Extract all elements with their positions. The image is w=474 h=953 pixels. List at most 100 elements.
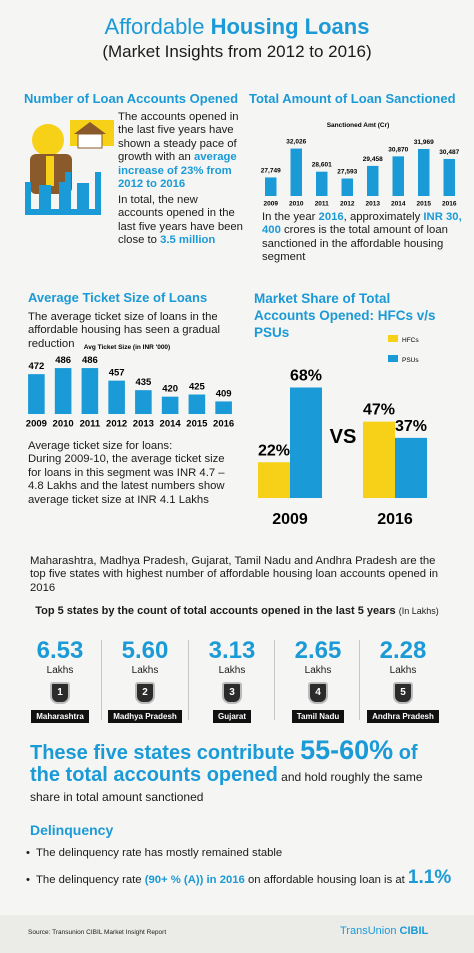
logo: TransUnion CIBIL bbox=[340, 925, 428, 937]
bar bbox=[290, 148, 302, 196]
paragraph: The accounts opened in the last five yea… bbox=[118, 111, 246, 191]
x-tick-label: 2010 bbox=[53, 419, 74, 430]
footer bbox=[0, 915, 474, 953]
bar bbox=[28, 374, 45, 414]
text-highlight: 55-60% bbox=[300, 735, 394, 765]
value-label: 425 bbox=[189, 382, 206, 393]
state-name: Gujarat bbox=[212, 710, 251, 723]
value-label: 30,487 bbox=[439, 149, 459, 156]
house-body bbox=[77, 133, 103, 149]
bar bbox=[363, 421, 395, 498]
x-tick-label: 2012 bbox=[340, 201, 355, 208]
text: crores is the total amount of loan sanct… bbox=[262, 224, 448, 264]
title-regular: Affordable bbox=[104, 14, 205, 39]
text-highlight: 1.1% bbox=[407, 867, 452, 888]
state-name: Andhra Pradesh bbox=[367, 710, 439, 723]
callout: These five states contribute 55-60% of t… bbox=[30, 737, 450, 807]
rank-badge: 3 bbox=[222, 682, 242, 704]
x-tick-label: 2015 bbox=[417, 201, 432, 208]
text: The delinquency rate has mostly remained… bbox=[36, 847, 283, 859]
x-tick-label: 2010 bbox=[289, 201, 304, 208]
state-value: 6.53 bbox=[36, 637, 84, 664]
x-tick-label: 2015 bbox=[186, 419, 208, 430]
house-roof bbox=[74, 122, 106, 134]
paragraph: In total, the new accounts opened in the… bbox=[118, 194, 246, 248]
bullet: • The delinquency rate (90+ % (A)) in 20… bbox=[26, 867, 452, 888]
value-label: 457 bbox=[109, 368, 125, 379]
section-heading: Average Ticket Size of Loans bbox=[28, 290, 208, 305]
bar bbox=[418, 148, 430, 196]
bar bbox=[258, 462, 290, 498]
text: The delinquency rate bbox=[36, 874, 145, 886]
chart-title: Sanctioned Amt (Cr) bbox=[327, 122, 390, 129]
state-card: 2.28 Lakhs 5 Andhra Pradesh bbox=[360, 638, 446, 724]
x-tick-label: 2016 bbox=[442, 201, 457, 208]
x-tick-label: 2016 bbox=[377, 511, 413, 528]
vs-label: VS bbox=[330, 426, 357, 448]
title: Affordable Housing Loans bbox=[0, 14, 474, 40]
state-value: 2.65 bbox=[294, 637, 342, 664]
separator bbox=[101, 640, 102, 720]
legend-label: HFCs bbox=[402, 337, 419, 344]
subtitle: (Market Insights from 2012 to 2016) bbox=[102, 42, 372, 61]
bar bbox=[54, 368, 72, 414]
rank-badge: 1 bbox=[50, 682, 70, 704]
state-value: 3.13 bbox=[208, 637, 256, 664]
value-label: 37% bbox=[395, 418, 427, 435]
x-tick-label: 2014 bbox=[160, 419, 182, 430]
text-bold: 3.5 million bbox=[160, 234, 216, 247]
text: During 2009-10, the average ticket size … bbox=[28, 453, 225, 506]
rank-badge: 2 bbox=[135, 682, 155, 704]
head bbox=[32, 124, 64, 156]
state-card: 5.60 Lakhs 2 Madhya Pradesh bbox=[102, 638, 188, 724]
state-unit: Lakhs bbox=[131, 665, 159, 676]
section-heading: Delinquency bbox=[30, 822, 114, 838]
brand-sub: CIBIL bbox=[399, 925, 429, 937]
state-name: Tamil Nadu bbox=[291, 710, 345, 723]
value-label: 28,601 bbox=[312, 162, 332, 169]
brand: TransUnion bbox=[340, 925, 397, 937]
x-tick-label: 2013 bbox=[366, 201, 381, 208]
value-label: 27,593 bbox=[337, 168, 357, 175]
text: In total, the new accounts opened in the… bbox=[118, 194, 243, 247]
illustration bbox=[25, 120, 114, 215]
states-title: Top 5 states by the count of total accou… bbox=[0, 605, 474, 617]
value-label: 68% bbox=[290, 368, 322, 385]
text-bold: (90+ % (A)) in 2016 bbox=[144, 874, 245, 886]
value-label: 27,749 bbox=[261, 167, 281, 174]
bar bbox=[443, 158, 455, 196]
rank-badge: 4 bbox=[308, 682, 328, 704]
bar bbox=[161, 396, 179, 414]
chart: Sanctioned Amt (Cr) 27,749 2009 32,026 2010 2… bbox=[261, 122, 460, 208]
rank-badge: 5 bbox=[393, 682, 413, 704]
legend-label: PSUs bbox=[402, 357, 419, 364]
text: on affordable housing loan is at bbox=[244, 874, 408, 886]
tie bbox=[46, 156, 54, 186]
bar bbox=[135, 390, 152, 414]
bullet: • The delinquency rate has mostly remain… bbox=[26, 847, 283, 859]
bar bbox=[316, 171, 328, 196]
value-label: 29,458 bbox=[363, 156, 383, 163]
value-label: 32,026 bbox=[286, 139, 306, 146]
x-tick-label: 2014 bbox=[391, 201, 406, 208]
bar bbox=[108, 380, 125, 414]
value-label: 472 bbox=[28, 361, 44, 372]
value-label: 22% bbox=[258, 442, 290, 459]
text-bold: of the total accounts opened bbox=[30, 742, 418, 786]
separator bbox=[274, 640, 275, 720]
state-card: 6.53 Lakhs 1 Maharashtra bbox=[17, 638, 103, 724]
arm bbox=[65, 172, 101, 215]
text: In the year bbox=[262, 211, 319, 223]
bar bbox=[215, 401, 232, 414]
section-heading: Total Amount of Loan Sanctioned bbox=[249, 91, 456, 106]
x-tick-label: 2009 bbox=[272, 511, 308, 528]
value-label: 47% bbox=[363, 402, 395, 419]
source: Source: Transunion CIBIL Market Insight … bbox=[28, 929, 167, 936]
value-label: 420 bbox=[162, 384, 178, 395]
x-tick-label: 2011 bbox=[315, 201, 329, 208]
state-card: 2.65 Lakhs 4 Tamil Nadu bbox=[275, 638, 361, 724]
state-value: 5.60 bbox=[121, 637, 169, 664]
x-tick-label: 2013 bbox=[133, 419, 154, 430]
title-bold: Housing Loans bbox=[210, 14, 370, 39]
